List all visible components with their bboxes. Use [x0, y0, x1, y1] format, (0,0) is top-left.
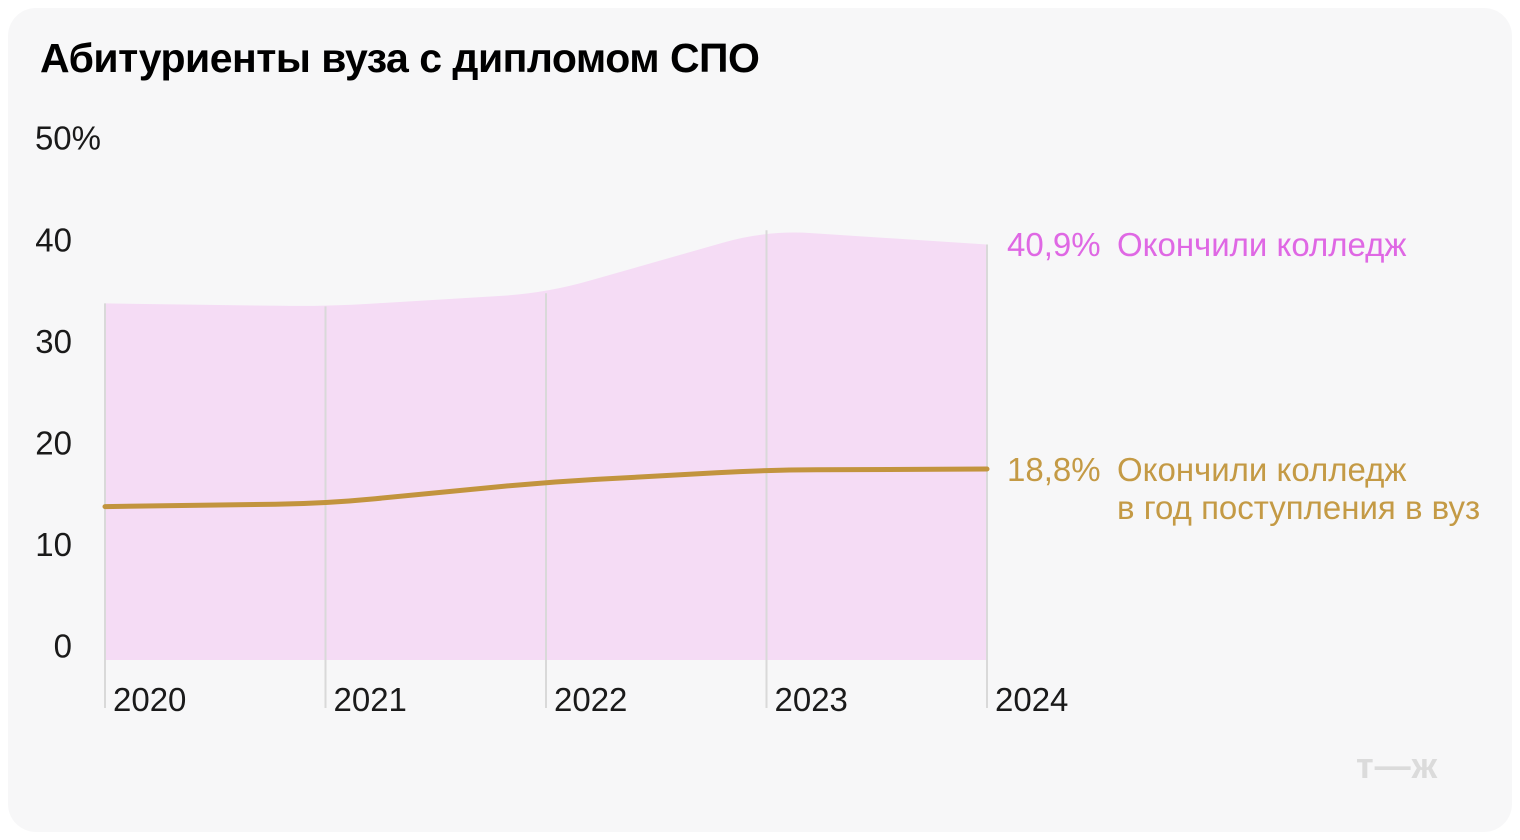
x-tick-label-2021: 2021 [334, 681, 407, 718]
y-tick-label-40: 40 [35, 221, 72, 258]
x-tick-label-2020: 2020 [113, 681, 186, 718]
y-tick-label-20: 20 [35, 425, 72, 462]
y-tick-label-10: 10 [35, 526, 72, 563]
x-tick-label-2022: 2022 [554, 681, 627, 718]
y-tick-label-50: 50% [35, 120, 101, 157]
end-value-college-same-year: 18,8% [1007, 451, 1101, 488]
y-tick-label-0: 0 [54, 628, 72, 665]
tj-logo: т—ж [1356, 745, 1439, 786]
x-tick-label-2023: 2023 [775, 681, 848, 718]
series-label-college-same-year: Окончили колледж в год поступления в вуз [1117, 451, 1480, 527]
series-label-line-2: в год поступления в вуз [1117, 489, 1481, 526]
annotation-college-same-year: 18,8% Окончили колледж в год поступления… [1007, 451, 1480, 527]
series-label-college-total: Окончили колледж [1117, 226, 1407, 263]
end-value-college-total: 40,9% [1007, 226, 1101, 263]
y-tick-label-30: 30 [35, 323, 72, 360]
series-label-line-1: Окончили колледж [1117, 451, 1407, 488]
x-tick-label-2024: 2024 [995, 681, 1068, 718]
line-series-college-same-year [102, 466, 990, 510]
chart-title: Абитуриенты вуза с дипломом СПО [40, 35, 760, 81]
annotation-college-total: 40,9% Окончили колледж [1007, 226, 1406, 264]
